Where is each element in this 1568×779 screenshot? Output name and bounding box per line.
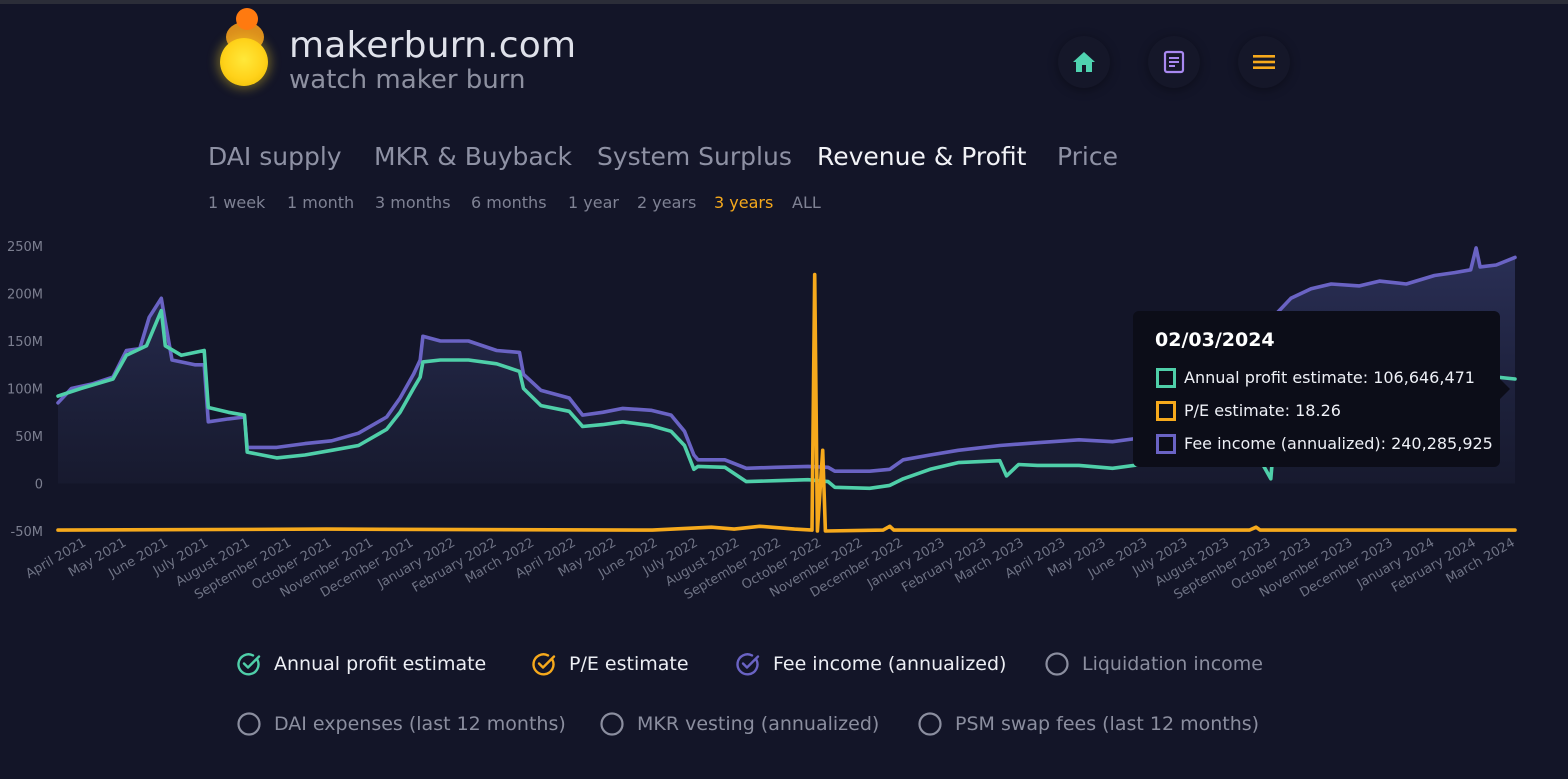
document-icon	[1163, 50, 1185, 74]
period-1-month[interactable]: 1 month	[287, 193, 355, 212]
profit-swatch-icon	[1156, 367, 1176, 388]
y-tick-label: -50M	[11, 525, 43, 540]
period-1-year[interactable]: 1 year	[568, 193, 619, 212]
y-tick-label: 150M	[7, 335, 43, 350]
site-subtitle: watch maker burn	[289, 65, 526, 95]
tab-price[interactable]: Price	[1057, 142, 1118, 171]
logo-bulb-icon	[220, 38, 268, 86]
tooltip-row-pe: P/E estimate: 18.26	[1155, 394, 1500, 427]
tab-dai-supply[interactable]: DAI supply	[208, 142, 342, 171]
legend-dai-expenses[interactable]: DAI expenses (last 12 months)	[236, 709, 566, 739]
check-circle-icon	[736, 653, 760, 676]
legend-label: PSM swap fees (last 12 months)	[955, 713, 1260, 735]
pe-swatch-icon	[1156, 400, 1176, 421]
period-3-months[interactable]: 3 months	[375, 193, 451, 212]
empty-circle-icon	[1045, 652, 1069, 676]
legend-annual-profit[interactable]: Annual profit estimate	[236, 649, 486, 679]
empty-circle-icon	[600, 712, 624, 736]
legend-label: DAI expenses (last 12 months)	[274, 713, 566, 735]
period-3-years[interactable]: 3 years	[714, 193, 774, 212]
legend-liquidation-income[interactable]: Liquidation income	[1044, 649, 1263, 679]
makerburn-logo[interactable]	[216, 8, 276, 98]
legend-label: P/E estimate	[569, 653, 689, 675]
home-icon	[1073, 52, 1095, 72]
tooltip-fee-value: Fee income (annualized): 240,285,925	[1184, 434, 1493, 453]
legend-label: Fee income (annualized)	[773, 653, 1007, 675]
y-axis: 250M 200M 150M 100M 50M 0 -50M	[7, 240, 43, 540]
fee-income-line[interactable]	[56, 246, 1517, 473]
period-all[interactable]: ALL	[792, 193, 821, 212]
tooltip-date: 02/03/2024	[1155, 329, 1275, 351]
tooltip-row-fee: Fee income (annualized): 240,285,925	[1155, 427, 1500, 460]
y-tick-label: 200M	[7, 288, 43, 303]
fee-swatch-icon	[1156, 433, 1176, 454]
legend-label: Liquidation income	[1082, 653, 1263, 675]
pe-estimate-line[interactable]	[56, 272, 1517, 533]
site-title[interactable]: makerburn.com	[289, 25, 577, 66]
legend-label: MKR vesting (annualized)	[637, 713, 880, 735]
legend-label: Annual profit estimate	[274, 653, 487, 675]
menu-icon	[1253, 55, 1275, 69]
y-tick-label: 50M	[15, 430, 43, 445]
empty-circle-icon	[237, 712, 261, 736]
y-tick-label: 250M	[7, 240, 43, 255]
tooltip-row-profit: Annual profit estimate: 106,646,471	[1155, 361, 1500, 394]
tab-system-surplus[interactable]: System Surplus	[597, 142, 792, 171]
y-tick-label: 100M	[7, 383, 43, 398]
legend-psm-swap-fees[interactable]: PSM swap fees (last 12 months)	[917, 709, 1259, 739]
home-button[interactable]	[1058, 36, 1110, 88]
check-circle-icon	[532, 653, 556, 676]
legend-fee-income[interactable]: Fee income (annualized)	[735, 649, 1006, 679]
tooltip-pe-value: P/E estimate: 18.26	[1184, 401, 1341, 420]
tooltip-profit-value: Annual profit estimate: 106,646,471	[1184, 368, 1475, 387]
fee-income-area	[58, 247, 1515, 484]
tab-revenue-profit[interactable]: Revenue & Profit	[817, 142, 1027, 171]
period-1-week[interactable]: 1 week	[208, 193, 266, 212]
period-6-months[interactable]: 6 months	[471, 193, 547, 212]
chart-tooltip: 02/03/2024 Annual profit estimate: 106,6…	[1133, 311, 1510, 467]
docs-button[interactable]	[1148, 36, 1200, 88]
empty-circle-icon	[918, 712, 942, 736]
y-tick-label: 0	[35, 478, 43, 493]
menu-button[interactable]	[1238, 36, 1290, 88]
logo-flame-icon	[236, 8, 258, 30]
legend-pe-estimate[interactable]: P/E estimate	[531, 649, 689, 679]
window-top-border	[0, 0, 1568, 4]
period-2-years[interactable]: 2 years	[637, 193, 697, 212]
tab-mkr-buyback[interactable]: MKR & Buyback	[374, 142, 572, 171]
legend-mkr-vesting[interactable]: MKR vesting (annualized)	[599, 709, 879, 739]
check-circle-icon	[237, 653, 261, 676]
